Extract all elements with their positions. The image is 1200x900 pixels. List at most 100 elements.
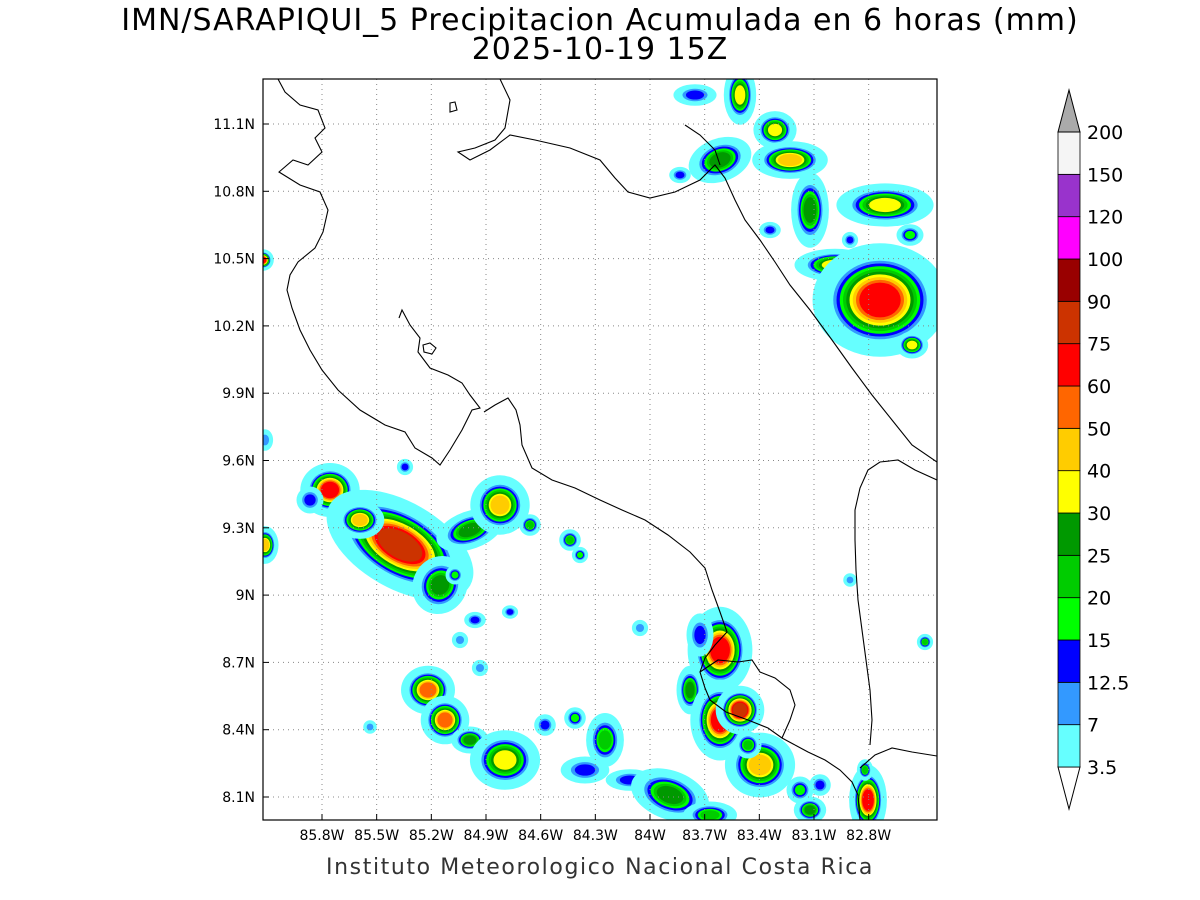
precipitation-cell (812, 243, 937, 357)
precipitation-cell (631, 619, 649, 637)
colorbar-label: 75 (1087, 334, 1111, 356)
precipitation-contour (743, 740, 753, 750)
colorbar-swatch (1057, 681, 1081, 726)
precipitation-contour (451, 571, 459, 579)
precipitation-contour (574, 764, 596, 776)
burica-coast (859, 747, 937, 769)
precipitation-cell (560, 756, 610, 784)
precipitation-cell (564, 707, 586, 729)
lon-tick-label: 84.6W (518, 828, 563, 844)
colorbar-label: 200 (1087, 122, 1123, 144)
lat-tick-label: 8.7N (222, 655, 255, 671)
precipitation-contour (506, 609, 514, 615)
precipitation-cell (363, 720, 377, 734)
chart-title: IMN/SARAPIQUI_5 Precipitacion Acumulada … (121, 3, 1079, 38)
precipitation-cell (759, 221, 781, 239)
lat-tick-label: 8.1N (222, 790, 255, 806)
precipitation-cell (723, 79, 757, 125)
precipitation-cell (683, 801, 737, 820)
precipitation-cell (519, 514, 541, 536)
lon-tick-label: 83.7W (682, 828, 727, 844)
precipitation-contour (635, 623, 645, 633)
precipitation-contour (570, 713, 580, 723)
precipitation-cell (753, 111, 797, 149)
lat-tick-label: 9.9N (222, 386, 255, 402)
precipitation-contour (470, 616, 480, 624)
precipitation-contour (804, 805, 816, 815)
precipitation-cell (470, 475, 530, 535)
precipitation-contour (437, 712, 453, 728)
precipitation-contour (656, 785, 684, 805)
precipitation-contour (540, 720, 550, 730)
precipitation-contour (862, 766, 868, 774)
precipitation-contour (263, 538, 270, 552)
colorbar-swatch (1057, 554, 1081, 599)
precipitation-cell (793, 796, 827, 820)
colorbar-label: 60 (1087, 376, 1111, 398)
precipitation-contour (685, 90, 705, 100)
colorbar-swatch (1057, 512, 1081, 556)
precipitation-cell (841, 231, 859, 249)
precipitation-cell (464, 611, 486, 629)
map-axes: 85.8W 85.5W 85.2W 84.9W 84.6W 84.3W 84W 83.7W 83… (213, 117, 891, 844)
gulf-of-nicoya (483, 397, 796, 746)
precipitation-contour (859, 282, 901, 318)
colorbar-swatch (1057, 724, 1081, 768)
precipitation-cell (396, 458, 414, 476)
precipitation-field (263, 79, 937, 820)
precipitation-cell (856, 759, 874, 781)
precipitation-contour (576, 551, 584, 559)
colorbar-arrow-top (1057, 88, 1081, 133)
precipitation-contour (732, 702, 748, 718)
lat-tick-label: 8.4N (222, 723, 255, 739)
footer-credit: Instituto Meteorologico Nacional Costa R… (326, 855, 874, 880)
precipitation-contour (490, 495, 510, 515)
lon-tick-label: 83.4W (737, 828, 782, 844)
precipitation-contour (304, 494, 316, 506)
precipitation-cell (895, 331, 929, 359)
precipitation-cell (669, 166, 691, 184)
colorbar-label: 3.5 (1087, 757, 1117, 779)
precipitation-contour (377, 528, 423, 562)
precipitation-contour (869, 197, 901, 213)
colorbar-label: 15 (1087, 630, 1111, 652)
caribbean-coast (456, 79, 937, 463)
island (422, 342, 437, 355)
precipitation-contour (906, 340, 918, 350)
lon-tick-label: 84W (634, 828, 666, 844)
precipitation-cell (687, 606, 753, 694)
lake-islet (449, 101, 458, 113)
colorbar-label: 7 (1087, 715, 1099, 737)
precipitation-contour (748, 754, 772, 776)
precipitation-cell (335, 501, 385, 539)
colorbar-label: 100 (1087, 249, 1123, 271)
precipitation-cell (631, 768, 709, 820)
colorbar-swatch (1057, 131, 1081, 175)
colorbar-swatch (1057, 343, 1081, 387)
precipitation-contour (685, 681, 695, 699)
precipitation-cell (791, 172, 829, 248)
precipitation-contour (734, 85, 746, 105)
map-frame (262, 78, 938, 821)
colorbar-label: 120 (1087, 207, 1123, 229)
colorbar-label: 150 (1087, 164, 1123, 186)
osa-coast (794, 744, 861, 820)
precipitation-contour (475, 663, 485, 673)
precipitation-cell (501, 605, 519, 619)
lat-tick-label: 9.3N (222, 521, 255, 537)
colorbar-swatch (1057, 258, 1081, 302)
precipitation-cell (296, 486, 324, 514)
lon-tick-label: 85.5W (354, 828, 399, 844)
precipitation-cell (916, 633, 934, 651)
colorbar-swatch (1057, 597, 1081, 641)
lon-tick-label: 84.3W (573, 828, 618, 844)
precipitation-contour (352, 513, 368, 527)
precipitation-contour (904, 230, 916, 240)
lat-tick-label: 9.6N (222, 454, 255, 470)
precipitation-cell (586, 713, 624, 767)
precipitation-cell (734, 731, 762, 759)
precipitation-contour (366, 723, 374, 731)
precipitation-contour (263, 434, 270, 446)
precipitation-contour (815, 780, 825, 790)
